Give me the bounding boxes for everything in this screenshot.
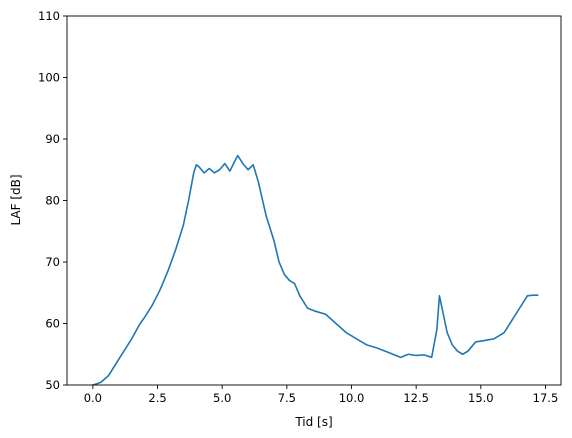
y-tick-label: 80 <box>45 194 60 208</box>
x-tick-label: 2.5 <box>148 391 166 405</box>
x-tick-label: 7.5 <box>278 391 296 405</box>
y-tick-label: 70 <box>45 255 60 269</box>
y-tick-label: 110 <box>38 9 60 23</box>
y-axis-label: LAF [dB] <box>9 174 23 225</box>
y-tick-label: 90 <box>45 132 60 146</box>
series-line-0 <box>92 154 539 385</box>
y-tick-label: 60 <box>45 317 60 331</box>
x-tick-label: 17.5 <box>533 391 559 405</box>
x-tick-label: 5.0 <box>213 391 231 405</box>
x-tick-label: 10.0 <box>339 391 365 405</box>
axes: 0.0 2.5 5.0 7.5 10.0 12.5 15.0 17.5 50 60 70 80 90 10… <box>38 9 562 405</box>
x-tick-label: 12.5 <box>403 391 429 405</box>
x-tick-label: 15.0 <box>468 391 494 405</box>
y-tick-label: 100 <box>38 71 60 85</box>
x-tick-label: 0.0 <box>84 391 102 405</box>
y-tick-label: 50 <box>45 378 60 392</box>
x-axis-label: Tid [s] <box>294 415 332 429</box>
plot-area <box>92 154 539 385</box>
